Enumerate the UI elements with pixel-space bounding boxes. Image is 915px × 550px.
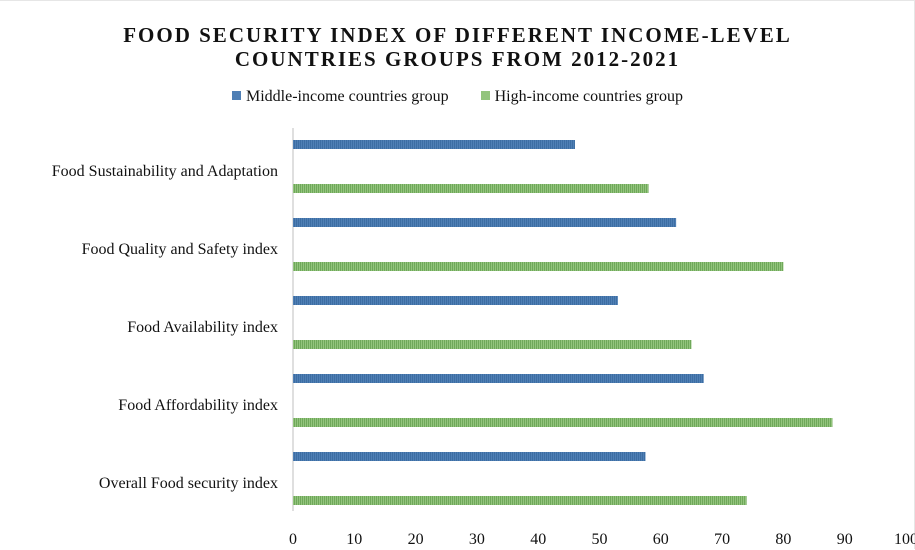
legend-item-middle-income: Middle-income countries group bbox=[231, 88, 449, 106]
bar-middle-income-0 bbox=[293, 140, 575, 149]
legend-label-high-income: High-income countries group bbox=[494, 88, 684, 105]
bar-high-income-1 bbox=[293, 262, 784, 271]
x-tick-label: 90 bbox=[837, 531, 853, 548]
chart-title-line-2: COUNTRIES GROUPS FROM 2012-2021 bbox=[234, 47, 681, 71]
bar-high-income-0 bbox=[293, 184, 649, 193]
x-tick-label: 70 bbox=[714, 531, 730, 548]
x-tick-label: 50 bbox=[592, 531, 608, 548]
bar-middle-income-3 bbox=[293, 374, 704, 383]
x-tick-label: 30 bbox=[469, 531, 485, 548]
bar-high-income-3 bbox=[293, 418, 833, 427]
x-tick-label: 40 bbox=[530, 531, 546, 548]
legend-swatch-high-income bbox=[480, 91, 490, 100]
bar-middle-income-2 bbox=[293, 296, 618, 305]
bar-middle-income-4 bbox=[293, 452, 646, 461]
bar-high-income-4 bbox=[293, 496, 747, 505]
bar-high-income-2 bbox=[293, 340, 692, 349]
bar-middle-income-1 bbox=[293, 218, 677, 227]
x-tick-label: 20 bbox=[408, 531, 424, 548]
x-tick-label: 10 bbox=[346, 531, 362, 548]
category-label: Food Sustainability and Adaptation bbox=[52, 163, 278, 180]
chart-legend: Middle-income countries group High-incom… bbox=[0, 88, 915, 106]
category-label: Food Quality and Safety index bbox=[82, 241, 278, 258]
x-tick-label: 60 bbox=[653, 531, 669, 548]
chart-title: FOOD SECURITY INDEX OF DIFFERENT INCOME-… bbox=[0, 23, 915, 71]
category-label: Overall Food security index bbox=[99, 475, 278, 492]
chart-title-line-1: FOOD SECURITY INDEX OF DIFFERENT INCOME-… bbox=[123, 23, 792, 47]
category-label: Food Availability index bbox=[127, 319, 278, 336]
x-tick-label: 0 bbox=[289, 531, 297, 548]
x-tick-label: 100 bbox=[894, 531, 915, 548]
x-tick-label: 80 bbox=[775, 531, 791, 548]
legend-item-high-income: High-income countries group bbox=[480, 88, 684, 106]
category-label: Food Affordability index bbox=[118, 397, 278, 414]
legend-label-middle-income: Middle-income countries group bbox=[245, 88, 449, 105]
legend-swatch-middle-income bbox=[231, 91, 241, 100]
